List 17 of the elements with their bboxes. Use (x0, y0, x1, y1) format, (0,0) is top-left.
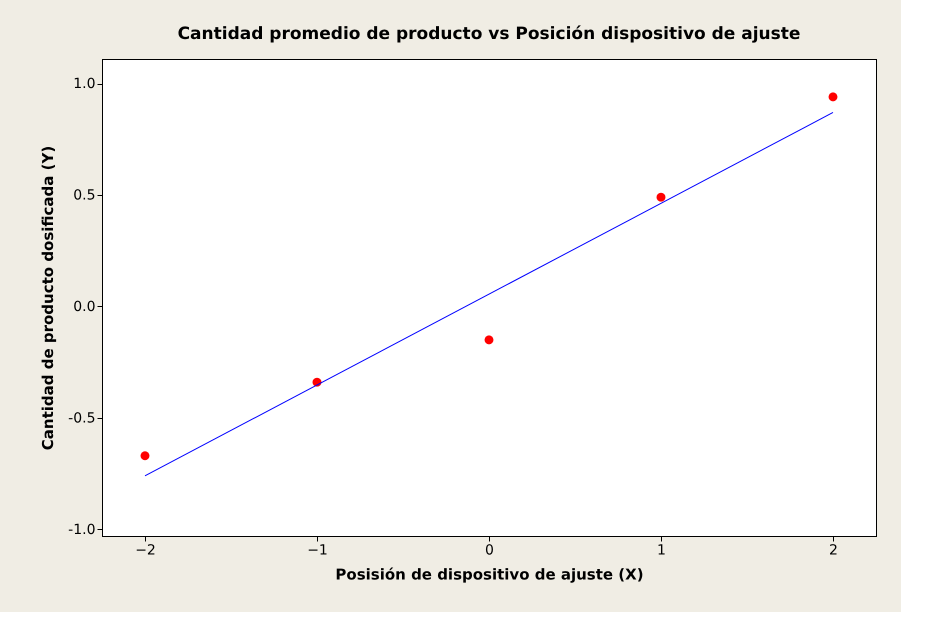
x-tick-label: 0 (485, 542, 494, 558)
point (484, 335, 494, 344)
x-tick-label: −2 (135, 542, 156, 558)
point (828, 92, 838, 102)
x-tick-label: 1 (657, 542, 666, 558)
x-axis-title: Posisión de dispositivo de ajuste (X) (335, 566, 644, 584)
y-tick-label: -1.0 (68, 522, 96, 538)
y-tick-label: 0.5 (73, 187, 96, 204)
x-tick-label: −1 (307, 542, 328, 558)
y-tick-label: 1.0 (73, 76, 96, 92)
x-tick-label: 2 (829, 542, 838, 558)
y-axis-title: Cantidad de producto dosificada (Y) (39, 146, 58, 450)
chart-title: Cantidad promedio de producto vs Posición dispositivo de ajuste (178, 24, 800, 44)
point (140, 451, 150, 460)
y-tick-label: 0.0 (73, 298, 96, 315)
point (656, 192, 666, 202)
y-tick-label: -0.5 (68, 410, 96, 426)
